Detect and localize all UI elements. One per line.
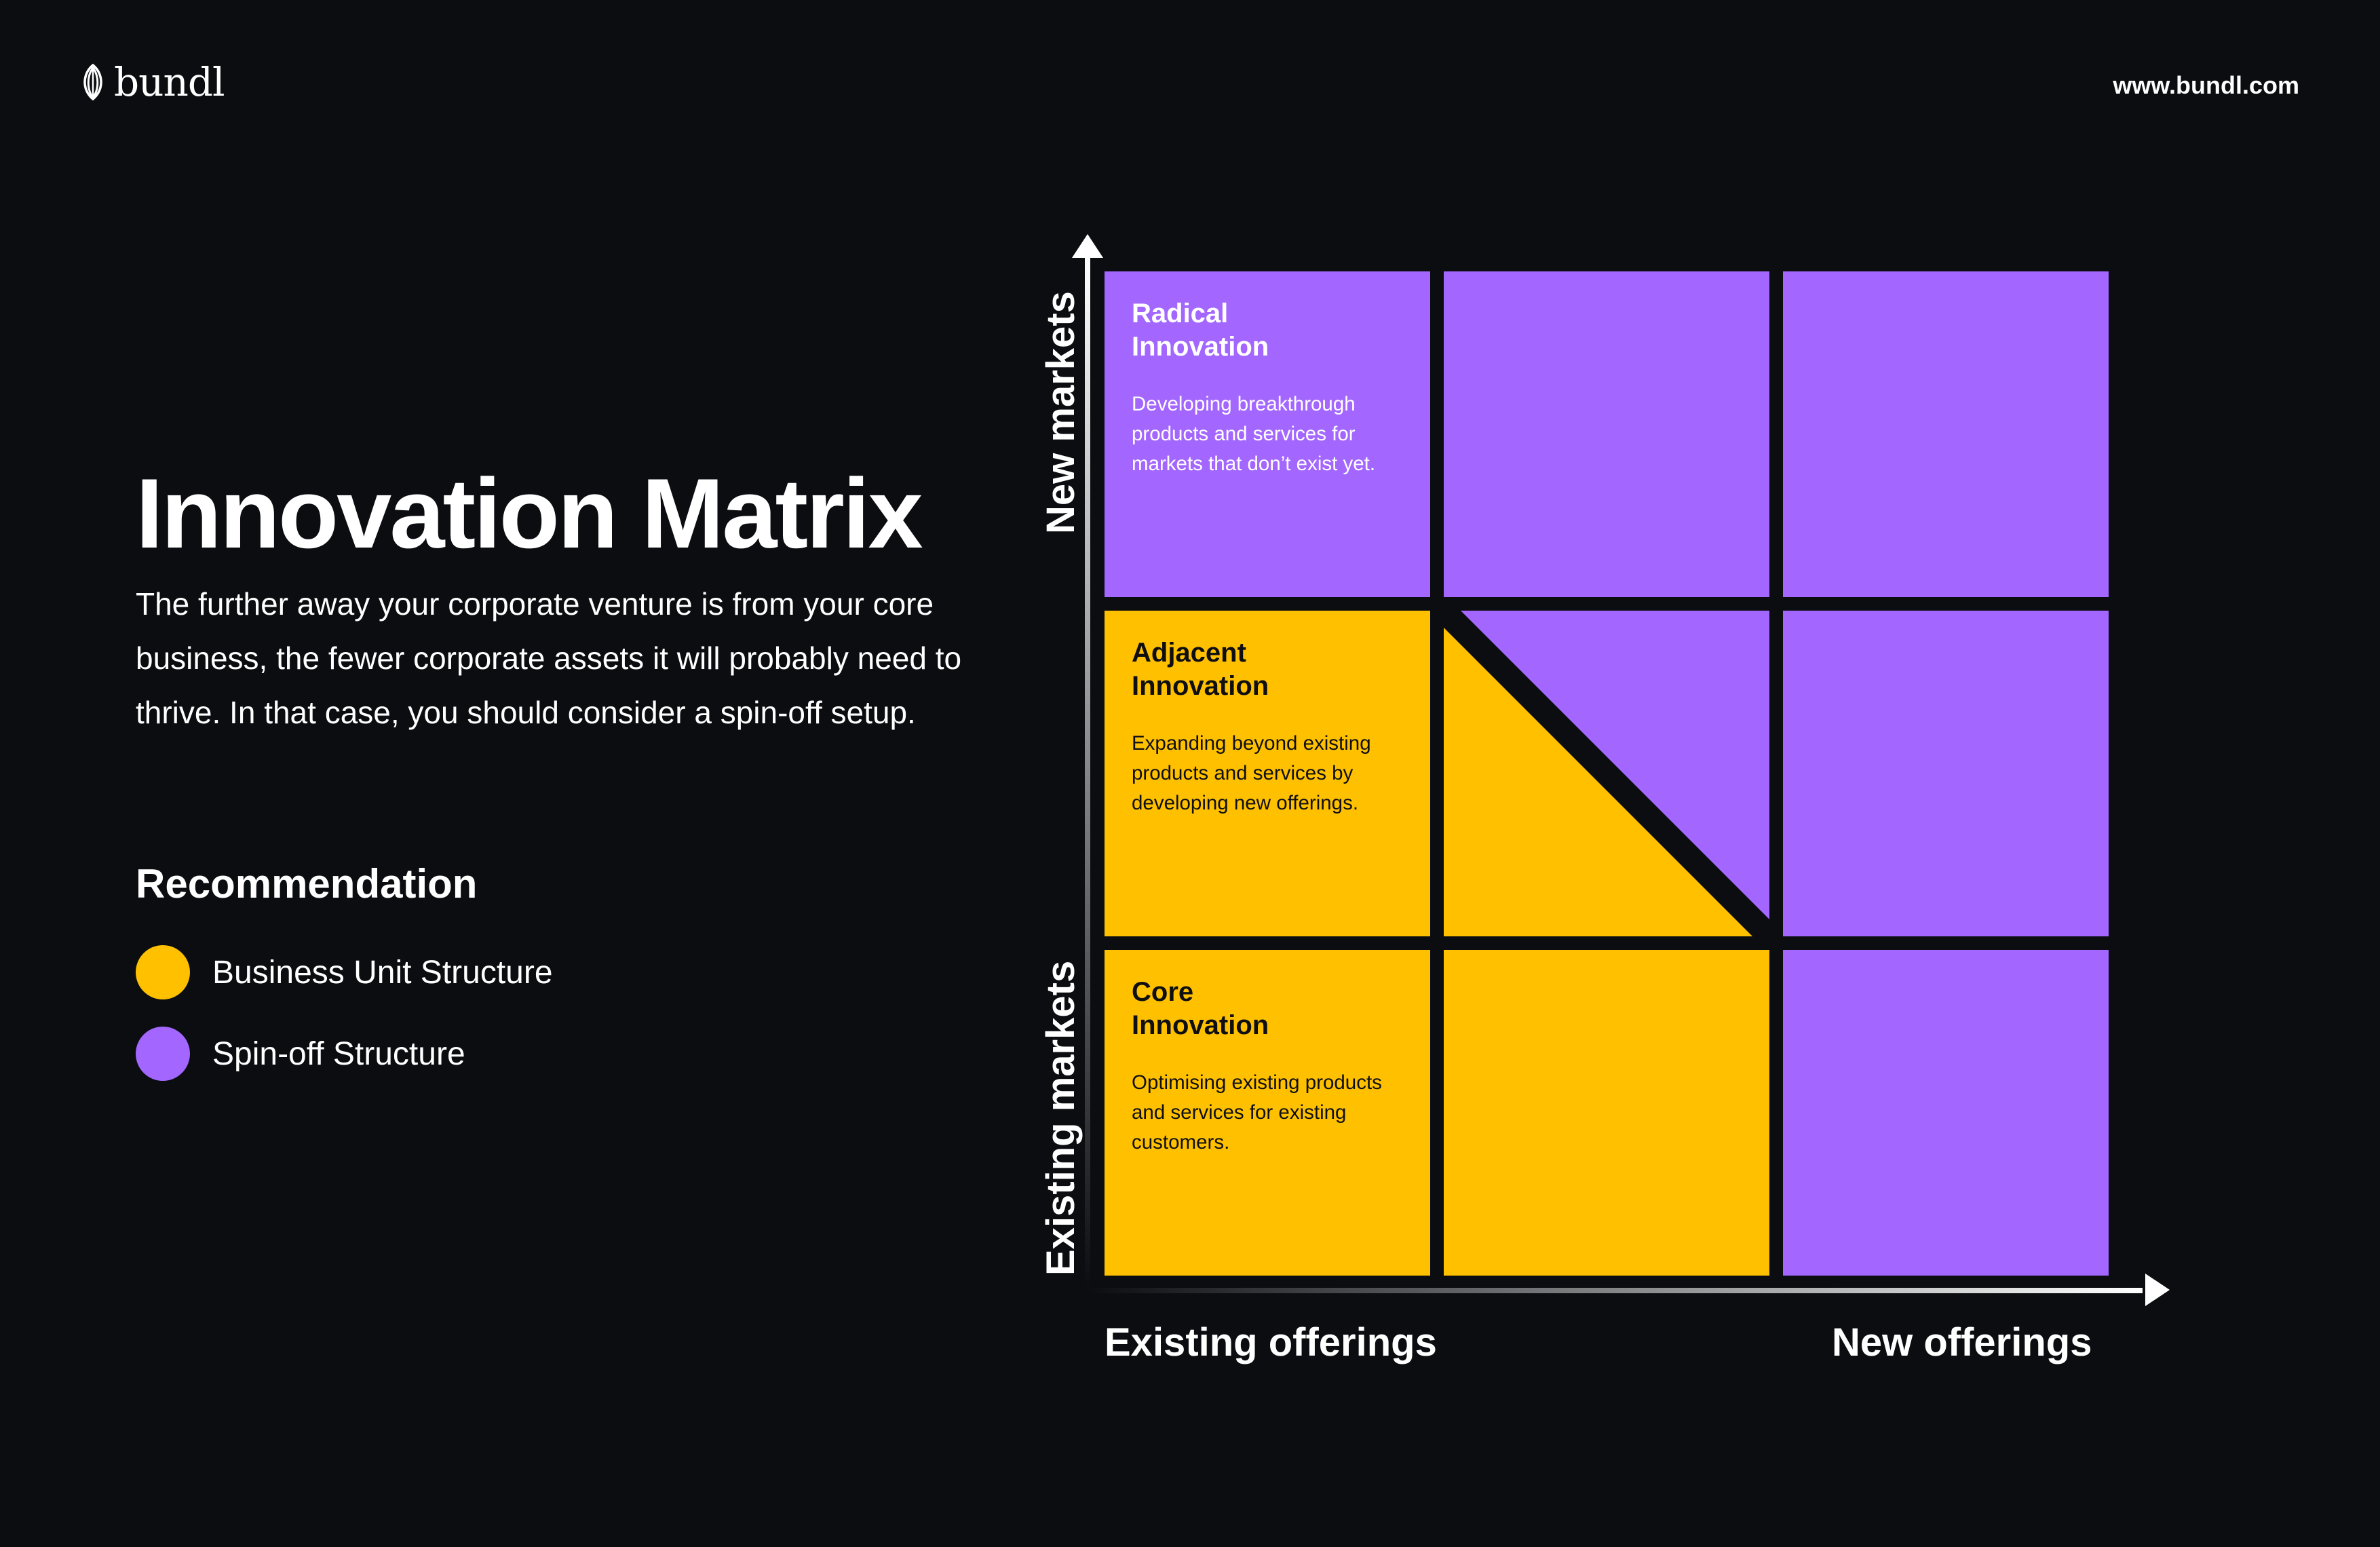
- y-axis-arrow-icon: [1072, 234, 1103, 258]
- split-cell-spin-off-half: [1461, 611, 1769, 919]
- cell-description: Developing breakthrough products and ser…: [1132, 393, 1376, 475]
- cell-row2-col2-split: [1444, 611, 1769, 936]
- legend-label-spin-off: Spin-off Structure: [212, 1035, 465, 1072]
- recommendation-heading: Recommendation: [136, 861, 478, 906]
- legend-item-spin-off: Spin-off Structure: [136, 1027, 465, 1081]
- cell-row3-col3: [1783, 950, 2109, 1276]
- y-axis-label-existing-markets: Existing markets: [1039, 960, 1083, 1276]
- y-axis-label-new-markets: New markets: [1039, 291, 1083, 534]
- cell-title: Core Innovation: [1132, 977, 1269, 1040]
- logo-wordmark: bundl: [114, 59, 225, 105]
- legend-label-business-unit: Business Unit Structure: [212, 954, 553, 991]
- page-title: Innovation Matrix: [136, 458, 923, 569]
- cell-row3-col2: [1444, 950, 1769, 1276]
- yellow-dot-icon: [136, 945, 190, 999]
- website-link[interactable]: www.bundl.com: [2113, 71, 2299, 99]
- legend-item-business-unit: Business Unit Structure: [136, 945, 553, 999]
- cell-radical-innovation: Radical Innovation Developing breakthrou…: [1105, 271, 1430, 597]
- split-cell-business-unit-half: [1444, 628, 1752, 936]
- x-axis-line: [1088, 1288, 2143, 1293]
- bundl-logo[interactable]: bundl: [80, 62, 225, 102]
- cell-core-innovation: Core Innovation Optimising existing prod…: [1105, 950, 1430, 1276]
- x-axis-arrow-icon: [2145, 1274, 2170, 1306]
- x-axis-label-existing-offerings: Existing offerings: [1105, 1320, 1437, 1364]
- cell-adjacent-innovation: Adjacent Innovation Expanding beyond exi…: [1105, 611, 1430, 936]
- cell-description: Expanding beyond existing products and s…: [1132, 732, 1371, 814]
- cell-row1-col2: [1444, 271, 1769, 597]
- intro-description: The further away your corporate venture …: [136, 586, 962, 730]
- cell-row2-col3: [1783, 611, 2109, 936]
- cell-description: Optimising existing products and service…: [1132, 1071, 1382, 1153]
- cell-title: Adjacent Innovation: [1132, 638, 1269, 701]
- leaf-logo-icon: [83, 64, 102, 100]
- cell-title: Radical Innovation: [1132, 299, 1269, 362]
- y-axis-line: [1085, 252, 1090, 1287]
- cell-row1-col3: [1783, 271, 2109, 597]
- purple-dot-icon: [136, 1027, 190, 1081]
- x-axis-label-new-offerings: New offerings: [1832, 1320, 2092, 1364]
